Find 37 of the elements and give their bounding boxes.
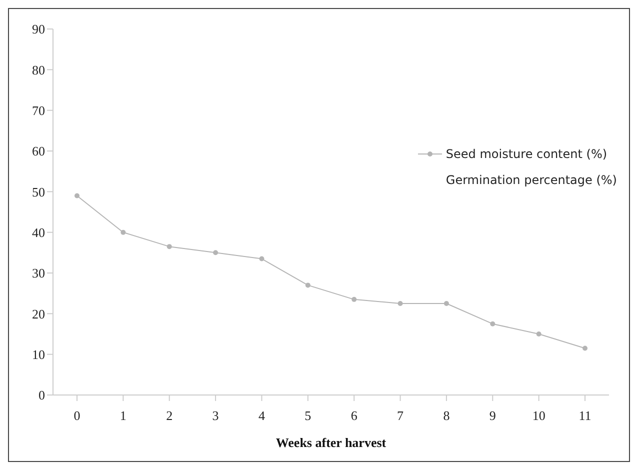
x-tick-label: 5 — [304, 408, 312, 424]
point — [305, 282, 310, 288]
x-tick-label: 6 — [350, 408, 358, 424]
text: Germination percentage (%) — [446, 173, 617, 187]
y-tick-label: 10 — [32, 346, 45, 362]
point — [352, 296, 357, 302]
y-tick-label: 20 — [32, 306, 45, 322]
point — [259, 256, 264, 262]
x-tick-label: 3 — [212, 408, 219, 424]
y-tick-label: 50 — [32, 184, 45, 200]
point — [536, 332, 542, 336]
point — [582, 346, 588, 351]
x-axis-title: Weeks after harvest — [276, 435, 387, 450]
x-tick-label: 2 — [166, 408, 173, 424]
y-tick-label: 30 — [32, 266, 45, 281]
point — [213, 250, 218, 256]
y-tick-label: 0 — [38, 388, 45, 403]
y-tick-label: 90 — [32, 22, 45, 37]
y-tick-label: 70 — [32, 102, 45, 118]
point — [74, 193, 80, 198]
point — [490, 321, 496, 326]
x-tick-label: 9 — [489, 408, 496, 424]
point — [166, 244, 172, 250]
x-tick-label: 10 — [532, 408, 546, 424]
y-tick-label: 40 — [32, 224, 45, 240]
x-tick-label: 7 — [397, 408, 404, 424]
x-tick-label: 0 — [74, 408, 80, 424]
legend-label: Seed moisture content (%) — [446, 147, 608, 161]
x-tick-label: 1 — [120, 408, 126, 424]
y-tick-label: 60 — [32, 144, 45, 159]
x-tick-label: 4 — [258, 408, 266, 424]
point — [444, 301, 449, 306]
point — [120, 230, 126, 235]
y-tick-label: 80 — [32, 62, 45, 78]
x-tick-label: 8 — [443, 408, 450, 424]
point — [398, 301, 403, 306]
x-tick-label: 11 — [578, 408, 592, 424]
